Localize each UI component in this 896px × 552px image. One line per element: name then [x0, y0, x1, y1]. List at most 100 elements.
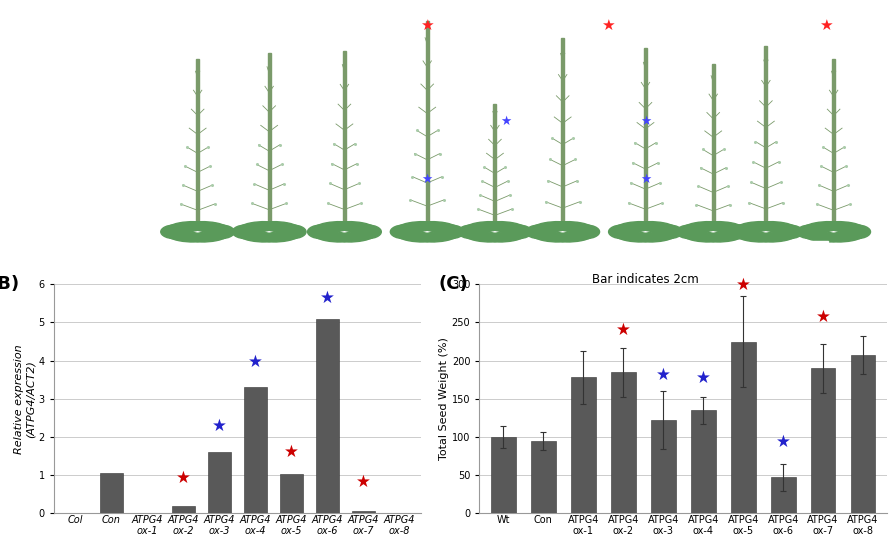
Bar [611, 372, 635, 513]
Text: ★: ★ [656, 365, 670, 384]
Text: DAG 55: DAG 55 [797, 16, 871, 34]
Bar [268, 54, 271, 229]
Ellipse shape [736, 231, 774, 242]
Text: ATPG4 ox-2: ATPG4 ox-2 [409, 248, 445, 253]
Ellipse shape [803, 222, 841, 232]
Text: Col-0: Col-0 [190, 248, 206, 253]
Ellipse shape [676, 225, 705, 238]
Ellipse shape [803, 231, 841, 242]
Ellipse shape [464, 231, 503, 242]
Ellipse shape [532, 222, 571, 232]
Bar [172, 506, 194, 513]
Bar [316, 319, 339, 513]
Ellipse shape [419, 222, 458, 232]
Ellipse shape [758, 222, 797, 232]
Ellipse shape [758, 231, 797, 242]
Ellipse shape [314, 231, 352, 242]
Bar [691, 410, 716, 513]
Bar [491, 437, 516, 513]
Bar [811, 368, 835, 513]
Bar [100, 473, 123, 513]
Ellipse shape [487, 231, 526, 242]
Ellipse shape [458, 225, 487, 238]
Ellipse shape [206, 225, 235, 238]
Ellipse shape [683, 231, 721, 242]
Text: ATPG4 ox-6: ATPG4 ox-6 [695, 248, 731, 253]
Ellipse shape [683, 222, 721, 232]
Text: ATPG4 ox-7: ATPG4 ox-7 [748, 248, 784, 253]
Bar [208, 452, 230, 513]
Text: ★: ★ [815, 307, 831, 326]
Text: ★: ★ [601, 18, 615, 33]
Bar [343, 51, 346, 229]
Ellipse shape [555, 231, 593, 242]
Ellipse shape [419, 231, 458, 242]
Ellipse shape [278, 225, 306, 238]
Text: ★: ★ [696, 369, 711, 388]
Ellipse shape [391, 225, 419, 238]
Ellipse shape [464, 222, 503, 232]
Text: ★: ★ [420, 18, 434, 33]
Text: ★: ★ [640, 173, 651, 185]
Ellipse shape [654, 225, 683, 238]
Ellipse shape [721, 225, 750, 238]
Ellipse shape [487, 222, 526, 232]
Ellipse shape [608, 225, 637, 238]
Bar [531, 441, 556, 513]
Text: (B): (B) [0, 275, 20, 293]
Ellipse shape [167, 222, 206, 232]
Ellipse shape [336, 222, 375, 232]
Ellipse shape [397, 222, 435, 232]
Ellipse shape [190, 231, 228, 242]
Text: ★: ★ [356, 473, 371, 491]
Y-axis label: Relative expression
(ATPG4/ACT2): Relative expression (ATPG4/ACT2) [14, 344, 36, 454]
Ellipse shape [435, 225, 464, 238]
Ellipse shape [705, 231, 744, 242]
Bar [731, 342, 755, 513]
Ellipse shape [774, 225, 803, 238]
Bar [711, 63, 715, 229]
Text: ★: ★ [501, 115, 512, 128]
Text: ★: ★ [640, 115, 651, 128]
Ellipse shape [504, 225, 532, 238]
Ellipse shape [238, 231, 277, 242]
Ellipse shape [190, 222, 228, 232]
Text: ★: ★ [212, 417, 227, 435]
Text: ★: ★ [776, 433, 790, 451]
Text: ★: ★ [819, 18, 833, 33]
Bar [650, 420, 676, 513]
Text: ★: ★ [616, 321, 631, 339]
Text: Con: Con [263, 248, 275, 253]
Ellipse shape [736, 222, 774, 232]
Bar [811, 241, 828, 245]
Text: ★: ★ [422, 173, 433, 185]
Bar [571, 378, 596, 513]
Text: (C): (C) [439, 275, 469, 293]
Ellipse shape [637, 231, 676, 242]
Ellipse shape [336, 231, 375, 242]
Ellipse shape [797, 225, 825, 238]
Ellipse shape [842, 225, 871, 238]
Bar [352, 511, 375, 513]
Text: ATPG4 ox-3: ATPG4 ox-3 [477, 248, 513, 253]
Text: ★: ★ [284, 443, 299, 461]
Ellipse shape [729, 225, 758, 238]
Bar [771, 477, 796, 513]
Text: (A): (A) [142, 16, 169, 34]
Ellipse shape [615, 222, 653, 232]
Ellipse shape [825, 231, 865, 242]
Ellipse shape [261, 222, 300, 232]
Text: ATPG4 ox-4: ATPG4 ox-4 [545, 248, 581, 253]
Text: ATPG4 ox-8: ATPG4 ox-8 [815, 248, 852, 253]
Ellipse shape [615, 231, 653, 242]
Text: ★: ★ [248, 353, 263, 371]
Y-axis label: Total Seed Weight (%): Total Seed Weight (%) [439, 337, 449, 460]
Bar [832, 59, 835, 229]
Bar [426, 21, 428, 229]
Ellipse shape [307, 225, 336, 238]
Text: ★: ★ [176, 469, 191, 487]
Bar [494, 104, 496, 229]
Bar [850, 355, 875, 513]
Ellipse shape [825, 222, 865, 232]
Ellipse shape [571, 225, 599, 238]
